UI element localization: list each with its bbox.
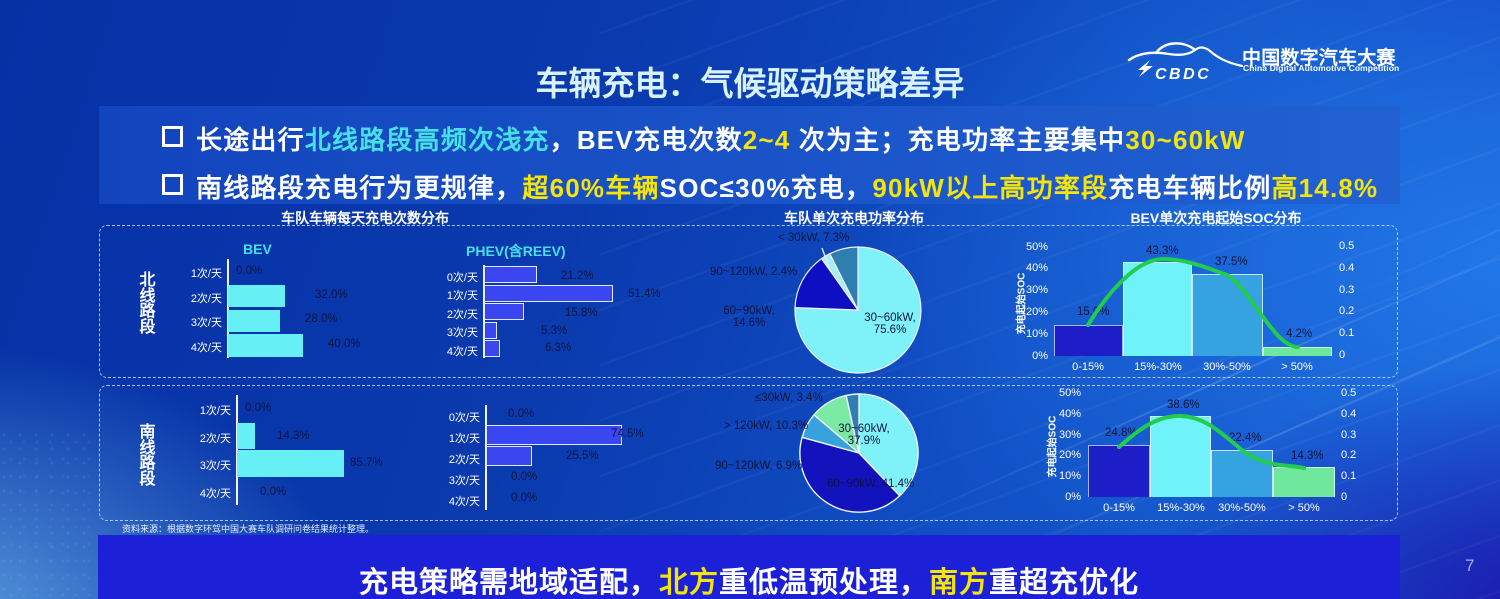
svg-text:CBDC: CBDC [1155, 66, 1211, 82]
